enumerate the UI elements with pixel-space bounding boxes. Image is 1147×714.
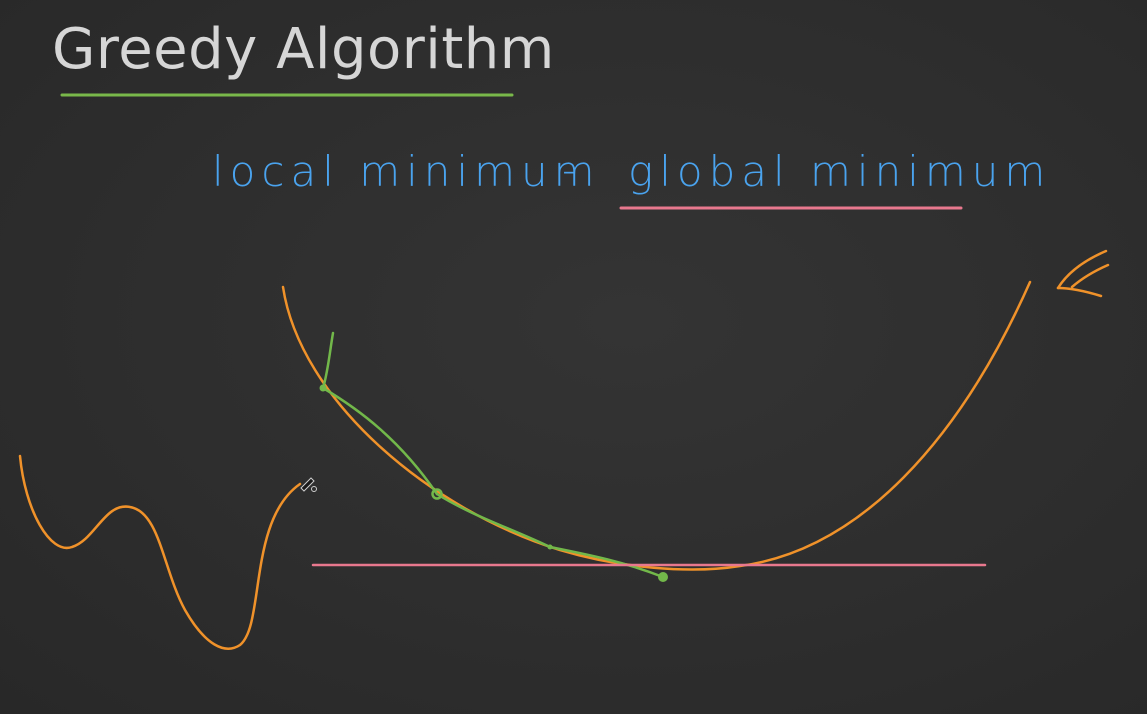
dash-mark: - [562, 145, 583, 194]
step-point [431, 488, 443, 500]
slide-title: Greedy Algorithm [52, 17, 555, 82]
local-minimum-label: local minimum [212, 147, 601, 196]
convex-curve [281, 280, 1032, 571]
step-point [319, 384, 327, 392]
global-minimum-label: global minimum [628, 147, 1051, 196]
pen-cursor-icon [300, 477, 317, 492]
step-point [547, 544, 553, 550]
wavy-curve [18, 454, 302, 650]
greedy-steps-path [321, 331, 665, 579]
step-point [658, 572, 668, 582]
arrow-icon [1056, 249, 1110, 298]
